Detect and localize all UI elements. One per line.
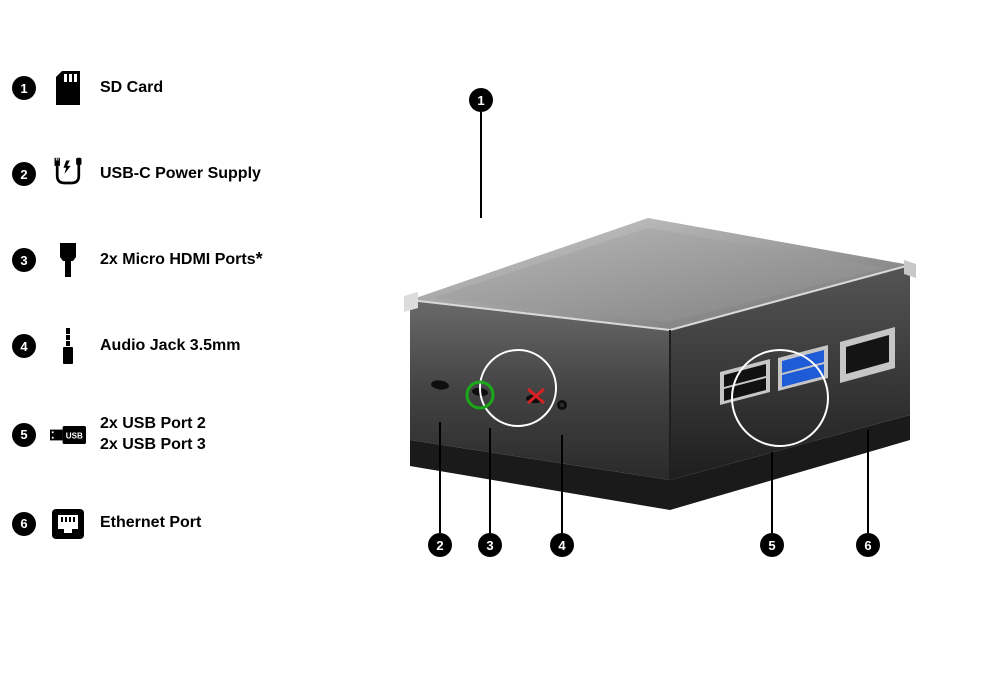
legend: 1 SD Card 2 USB-C Power Supply (12, 70, 372, 592)
callout-badge-4: 4 (550, 533, 574, 557)
sd-card-icon (50, 70, 86, 106)
port-ethernet (840, 327, 895, 383)
legend-item-3: 3 2x Micro HDMI Ports* (12, 242, 372, 278)
legend-label-6: Ethernet Port (100, 513, 201, 534)
legend-label-1: SD Card (100, 78, 163, 99)
highlight-green-circle (467, 382, 493, 408)
legend-badge-6: 6 (12, 512, 36, 536)
corner-bevel-right (904, 260, 916, 278)
usb-icon: USB (50, 417, 86, 453)
case-right-side (670, 265, 910, 480)
port-hdmi-2 (526, 394, 543, 404)
legend-badge-1: 1 (12, 76, 36, 100)
callout-badge-1: 1 (469, 88, 493, 112)
callout-badge-3: 3 (478, 533, 502, 557)
edge-highlight-front-top (410, 300, 670, 330)
legend-label-3: 2x Micro HDMI Ports* (100, 250, 263, 271)
hdmi-icon (50, 242, 86, 278)
legend-item-4: 4 Audio Jack 3.5mm (12, 328, 372, 364)
usb-c-power-icon (50, 156, 86, 192)
legend-item-6: 6 Ethernet Port (12, 506, 372, 542)
legend-badge-5: 5 (12, 423, 36, 447)
port-audio-inner (560, 403, 565, 408)
case-front (410, 300, 670, 480)
edge-highlight-right-top (670, 265, 910, 330)
legend-item-1: 1 SD Card (12, 70, 372, 106)
legend-badge-2: 2 (12, 162, 36, 186)
corner-bevel-left (404, 292, 418, 312)
highlight-white-circle-usb (732, 350, 828, 446)
svg-text:USB: USB (66, 431, 83, 440)
legend-label-3-text: 2x Micro HDMI Ports (100, 251, 256, 268)
highlight-red-x-1 (528, 389, 544, 403)
legend-item-5: 5 USB 2x USB Port 2 2x USB Port 3 (12, 414, 372, 456)
port-usb-c (431, 379, 450, 390)
port-hdmi-1 (472, 387, 489, 397)
legend-badge-3: 3 (12, 248, 36, 272)
highlight-red-x-2 (528, 389, 544, 403)
legend-asterisk-3: * (256, 249, 263, 269)
legend-label-4: Audio Jack 3.5mm (100, 336, 241, 357)
case-top-inner (432, 228, 886, 322)
ethernet-icon (50, 506, 86, 542)
legend-label-5: 2x USB Port 2 2x USB Port 3 (100, 414, 206, 456)
highlight-white-circle-hdmi (480, 350, 556, 426)
callout-badge-2: 2 (428, 533, 452, 557)
case-base (410, 415, 910, 510)
legend-badge-4: 4 (12, 334, 36, 358)
callout-badge-5: 5 (760, 533, 784, 557)
legend-item-2: 2 USB-C Power Supply (12, 156, 372, 192)
audio-jack-icon (50, 328, 86, 364)
callout-badge-6: 6 (856, 533, 880, 557)
port-usb3-stack (778, 345, 828, 391)
legend-label-2: USB-C Power Supply (100, 164, 261, 185)
case-top (410, 218, 910, 330)
port-usb2-stack (720, 359, 770, 405)
port-audio (557, 400, 567, 410)
